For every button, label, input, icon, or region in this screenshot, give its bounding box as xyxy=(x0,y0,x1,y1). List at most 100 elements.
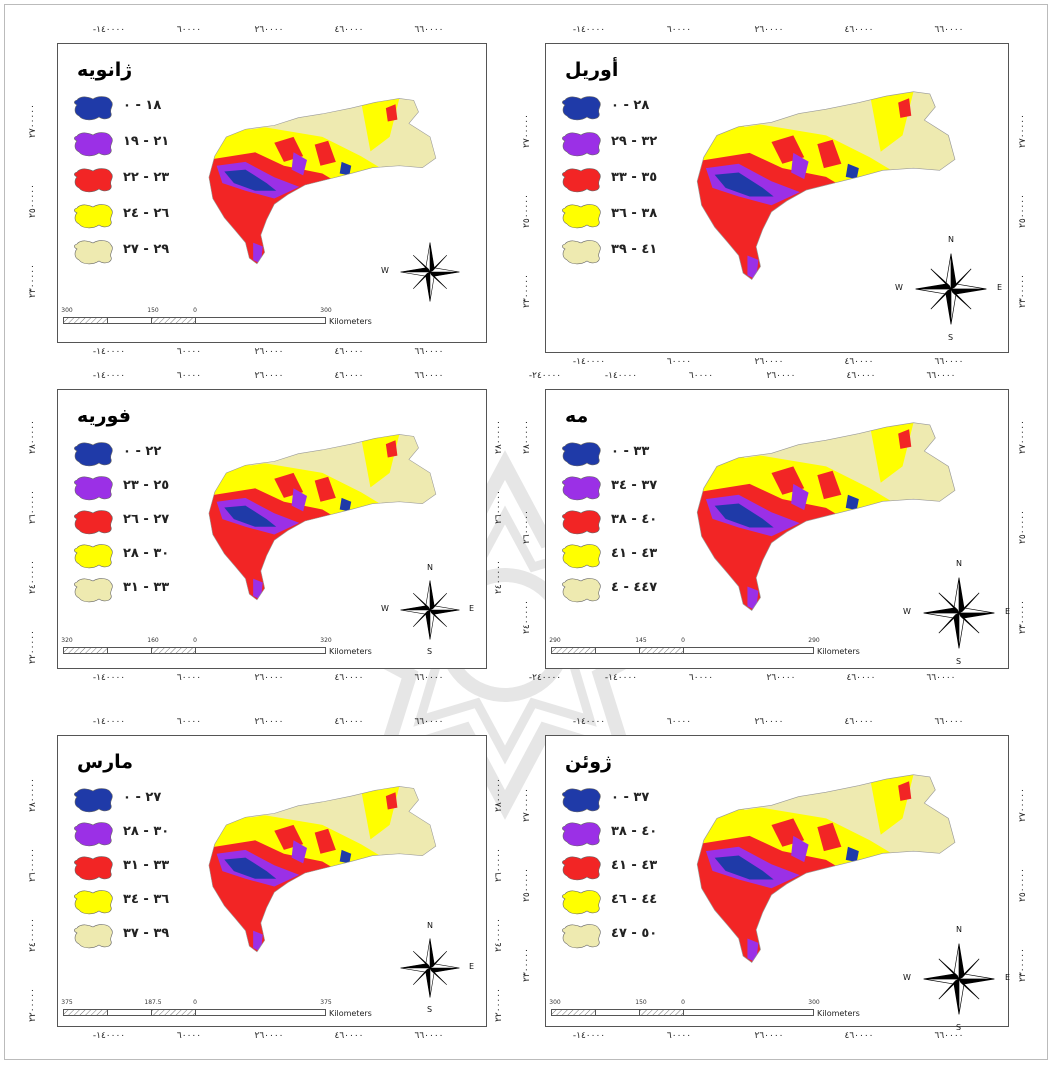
compass-w-label: W xyxy=(895,283,903,292)
compass-w-label: W xyxy=(903,607,911,616)
y-tick-label: ۲۸۰۰۰۰۰ xyxy=(494,420,504,454)
legend-item: ۲٤ - ۲٦ xyxy=(71,203,221,229)
y-tick-label: ۲۷۰۰۰۰۰ xyxy=(28,104,38,138)
legend-item: ۳٦ - ۳۸ xyxy=(559,203,709,229)
legend-swatch xyxy=(562,890,601,915)
zone-class3 xyxy=(314,828,336,854)
region-outline xyxy=(696,422,956,612)
scale-bar: 300 150 0 300 Kilometers xyxy=(61,307,393,329)
legend-item: ۲۸ - ۳۰ xyxy=(71,543,221,569)
legend-swatch xyxy=(74,510,113,535)
scale-bar: 375 187.5 0 375 Kilometers xyxy=(61,999,393,1021)
scale-bar: 300 150 0 300 Kilometers xyxy=(549,999,881,1021)
x-tick-label: ۲٦۰۰۰۰ xyxy=(754,25,784,35)
compass-n-label: N xyxy=(948,235,954,244)
map-region xyxy=(695,393,979,649)
x-tick-label: ۲٦۰۰۰۰ xyxy=(754,1031,784,1041)
north-arrow-compass: N S E xyxy=(387,921,474,1014)
legend-label: ۰ - ۳۳ xyxy=(611,444,650,459)
legend-item: ۰ - ۱۸ xyxy=(71,95,221,121)
x-tick-label: ٦۰۰۰۰ xyxy=(176,717,202,727)
y-tick-label: ۲٦۰۰۰۰۰ xyxy=(28,848,38,882)
legend-label: ۰ - ۳۷ xyxy=(611,790,650,805)
north-arrow-compass: N S E W xyxy=(903,925,1010,1032)
zone-class3 xyxy=(817,470,842,500)
scale-number: 320 xyxy=(320,637,332,644)
legend-item: ۲۹ - ۳۲ xyxy=(559,131,709,157)
zone-class3 xyxy=(385,440,398,458)
legend-swatch xyxy=(562,856,601,881)
compass-n-label: N xyxy=(427,921,433,930)
scale-number: 375 xyxy=(320,999,332,1006)
x-tick-label: ٦۰۰۰۰ xyxy=(176,673,202,683)
x-tick-label: -۱٤۰۰۰۰ xyxy=(92,25,126,35)
scale-number: 300 xyxy=(320,307,332,314)
legend-swatch xyxy=(562,204,601,229)
x-tick-label: ٦۰۰۰۰ xyxy=(176,347,202,357)
y-tick-label: ۲۸۰۰۰۰۰ xyxy=(28,778,38,812)
legend-label: ٤٤ - ٤۷ xyxy=(611,580,658,595)
scale-number: 0 xyxy=(193,999,197,1006)
legend-label: ۳۸ - ٤۰ xyxy=(611,512,658,527)
zone-class1 xyxy=(714,855,774,880)
map-title: أوريل xyxy=(565,59,619,81)
compass-s-label: S xyxy=(956,657,962,666)
legend-item: ۰ - ۳۷ xyxy=(559,787,709,813)
legend-item: ۳٤ - ۳۷ xyxy=(559,475,709,501)
scale-number: 290 xyxy=(808,637,820,644)
legend-label: ٤٤ - ٤٦ xyxy=(611,892,658,907)
x-tick-label: ٦۰۰۰۰ xyxy=(666,717,692,727)
legend-item: ۳۹ - ٤۱ xyxy=(559,239,709,265)
region-outline xyxy=(208,786,437,953)
scale-number: 0 xyxy=(681,999,685,1006)
legend-swatch xyxy=(562,510,601,535)
scale-number: 145 xyxy=(635,637,647,644)
scale-unit-label: Kilometers xyxy=(329,647,372,656)
legend-swatch xyxy=(562,788,601,813)
scale-bar: 320 160 0 320 Kilometers xyxy=(61,637,393,659)
region-map xyxy=(696,422,956,612)
legend-item: ٤۱ - ٤۳ xyxy=(559,543,709,569)
compass-s-label: S xyxy=(427,1005,433,1014)
legend-label: ٤۷ - ٥۰ xyxy=(611,926,658,941)
y-tick-label: ۲٤۰۰۰۰۰ xyxy=(494,918,504,952)
legend-swatch xyxy=(74,578,113,603)
legend-item: ۳٤ - ۳٦ xyxy=(71,889,221,915)
map-title: فوريه xyxy=(77,405,131,427)
legend-label: ۲۹ - ۳۲ xyxy=(611,134,658,149)
y-tick-label: ۲٥۰۰۰۰۰ xyxy=(1018,194,1028,228)
compass-e-label: E xyxy=(1005,607,1011,616)
zone-class3 xyxy=(898,98,912,118)
x-tick-label: ۲٦۰۰۰۰ xyxy=(254,347,284,357)
x-tick-label: ٦۰۰۰۰ xyxy=(176,1031,202,1041)
x-tick-label: ٦٦۰۰۰۰ xyxy=(414,25,444,35)
north-arrow-compass: N S E W xyxy=(903,559,1011,666)
compass-rose-icon xyxy=(915,253,987,325)
x-tick-label: -۲٤۰۰۰۰ xyxy=(528,371,562,381)
legend-label: ۳۳ - ۳٥ xyxy=(611,170,658,185)
legend-swatch xyxy=(74,924,113,949)
region-outline xyxy=(696,774,956,964)
legend-item: ۰ - ۲۷ xyxy=(71,787,221,813)
x-tick-label: -۲٤۰۰۰۰ xyxy=(528,673,562,683)
scale-number: 150 xyxy=(635,999,647,1006)
zone-class3 xyxy=(314,476,336,502)
zone-class2 xyxy=(791,152,809,180)
x-tick-label: ٦٦۰۰۰۰ xyxy=(934,717,964,727)
y-tick-label: ۲۷۰۰۰۰۰ xyxy=(522,114,532,148)
scale-unit-label: Kilometers xyxy=(817,1009,860,1018)
legend-item: ۲۷ - ۲۹ xyxy=(71,239,221,265)
legend-swatch xyxy=(562,822,601,847)
x-tick-label: -۱٤۰۰۰۰ xyxy=(572,717,606,727)
x-tick-label: ٦٦۰۰۰۰ xyxy=(926,371,956,381)
legend-swatch xyxy=(562,924,601,949)
zone-class1 xyxy=(224,857,277,879)
x-tick-label: ٤٦۰۰۰۰ xyxy=(846,371,876,381)
legend-swatch xyxy=(74,168,113,193)
legend-label: ۳۷ - ۳۹ xyxy=(123,926,170,941)
scale-unit-label: Kilometers xyxy=(329,317,372,326)
x-tick-label: ٦٦۰۰۰۰ xyxy=(414,673,444,683)
y-tick-label: ۲۸۰۰۰۰۰ xyxy=(522,420,532,454)
y-tick-label: ۲۳۰۰۰۰۰ xyxy=(28,264,38,298)
legend-swatch xyxy=(562,544,601,569)
